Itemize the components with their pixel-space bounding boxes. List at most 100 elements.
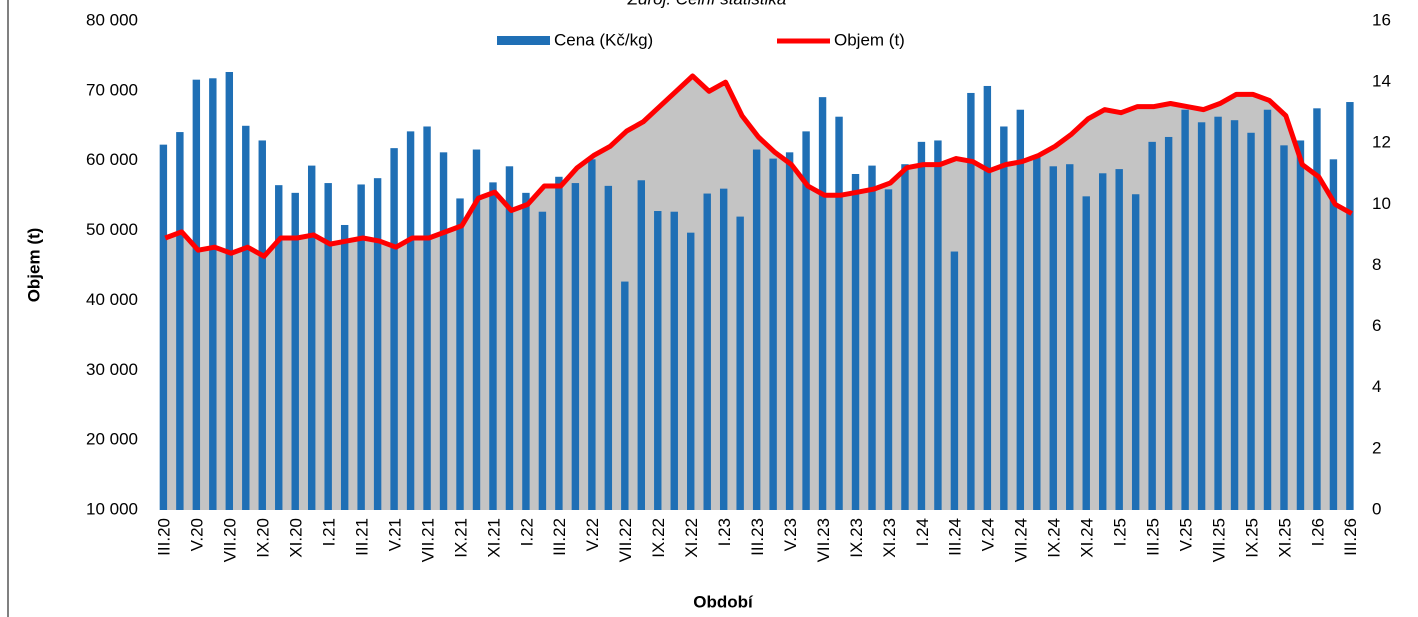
x-tick-label: I.23 [715, 518, 734, 546]
x-tick-label: I.24 [913, 518, 932, 546]
bar [604, 185, 613, 510]
bar [1197, 122, 1206, 511]
bar [917, 141, 926, 511]
x-tick-label: IX.20 [254, 518, 273, 558]
y2-tick-label: 2 [1372, 438, 1381, 457]
bar [868, 165, 876, 510]
bar [752, 149, 761, 510]
bar [1296, 140, 1305, 510]
bar [588, 159, 596, 510]
bar [1082, 196, 1090, 510]
x-tick-label: XI.25 [1275, 518, 1294, 558]
x-tick-label: I.21 [320, 518, 339, 546]
bar [802, 131, 810, 511]
line [164, 73, 1353, 259]
bar [637, 180, 645, 510]
bar [1099, 173, 1107, 510]
bar [406, 131, 415, 511]
bar [621, 281, 629, 510]
bar [472, 149, 481, 510]
x-tick-label: XI.23 [880, 518, 899, 558]
bar [192, 79, 201, 511]
bar [489, 182, 497, 510]
y-tick-label: 70 000 [86, 80, 138, 99]
bar [687, 232, 695, 510]
bar [307, 165, 316, 510]
x-tick-label: I.22 [517, 518, 536, 546]
bar [357, 184, 365, 511]
x-tick-label: VII.20 [221, 518, 240, 562]
bar [505, 166, 514, 510]
x-tick-label: V.24 [979, 518, 998, 551]
bar [983, 85, 992, 511]
bar [275, 185, 283, 510]
bar [1000, 126, 1008, 510]
y2-tick-label: 12 [1372, 133, 1391, 152]
y2-tick-label: 8 [1372, 255, 1381, 274]
bar [242, 125, 250, 511]
x-tick-label: V.25 [1176, 518, 1195, 551]
bar [324, 183, 332, 510]
bar [901, 164, 909, 510]
x-tick-label: I.26 [1308, 518, 1327, 546]
bar [670, 211, 678, 510]
bar [851, 173, 860, 511]
bar [439, 152, 448, 510]
x-tick-label: V.21 [385, 518, 404, 551]
bar [1181, 109, 1189, 511]
bar [835, 116, 843, 510]
y-tick-label: 60 000 [86, 150, 138, 169]
x-tick-label: XI.20 [287, 518, 306, 558]
bar [1247, 132, 1255, 510]
y2-tick-label: 4 [1372, 377, 1381, 396]
bar [1115, 169, 1123, 510]
x-axis-title: Období [693, 592, 754, 611]
y-tick-label: 80 000 [86, 10, 138, 29]
x-tick-label: XI.21 [484, 518, 503, 558]
bar [1214, 116, 1222, 510]
bar [1049, 166, 1057, 510]
x-tick-label: III.26 [1341, 518, 1360, 556]
bar [390, 148, 398, 510]
bar [719, 188, 728, 510]
x-tick-label: III.25 [1143, 518, 1162, 556]
bar [258, 140, 266, 510]
bar [209, 78, 217, 510]
x-tick-label: VII.25 [1209, 518, 1228, 562]
bar [934, 140, 942, 510]
bar [1313, 108, 1321, 511]
y-tick-label: 40 000 [86, 290, 138, 309]
bar [225, 71, 234, 510]
bar [1148, 141, 1156, 511]
bar [538, 211, 547, 510]
x-tick-label: III.23 [748, 518, 767, 556]
bar [176, 132, 184, 510]
bar [1280, 145, 1288, 511]
bar [571, 183, 580, 510]
bar [1346, 102, 1354, 510]
y2-tick-label: 0 [1372, 499, 1381, 518]
x-tick-label: III.22 [550, 518, 569, 556]
x-tick-label: V.22 [583, 518, 602, 551]
bar [884, 189, 893, 510]
x-tick-label: IX.25 [1242, 518, 1261, 558]
x-tick-label: XI.24 [1078, 518, 1097, 558]
bar [555, 176, 563, 510]
bar [1066, 164, 1074, 510]
bar [159, 144, 168, 510]
y-tick-label: 10 000 [86, 499, 138, 518]
x-tick-label: IX.22 [649, 518, 668, 558]
legend-label: Objem (t) [834, 30, 905, 49]
x-tick-label: III.20 [155, 518, 174, 556]
bar [785, 152, 794, 510]
y2-tick-label: 16 [1372, 10, 1391, 29]
y2-tick-label: 6 [1372, 316, 1381, 335]
bar [1033, 155, 1041, 510]
legend-swatch [497, 36, 550, 45]
bar [967, 92, 975, 511]
y2-tick-label: 10 [1372, 194, 1391, 213]
x-tick-label: I.25 [1111, 518, 1130, 546]
bar [703, 193, 711, 510]
bar [1131, 194, 1140, 510]
